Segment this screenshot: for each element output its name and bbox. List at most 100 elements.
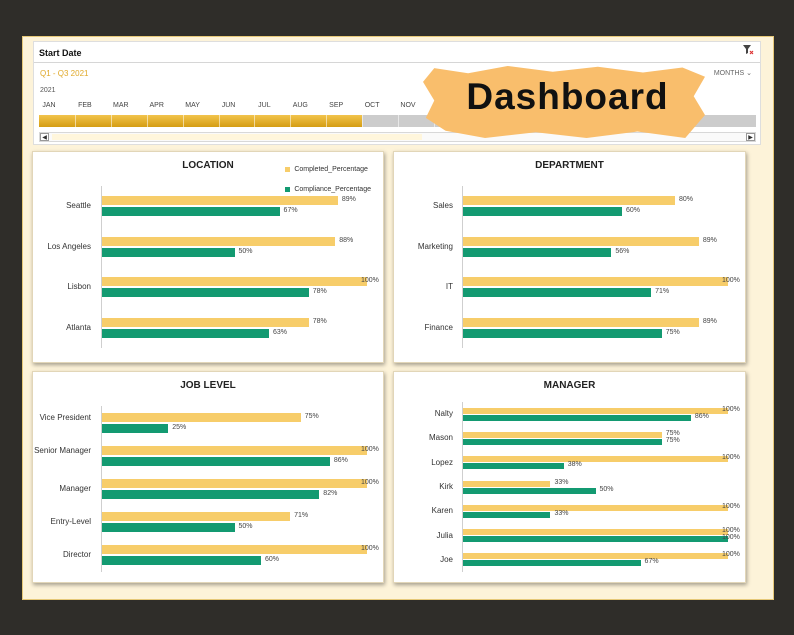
completed-bar[interactable] <box>102 236 336 246</box>
compliance-bar[interactable] <box>463 487 596 494</box>
compliance-bar[interactable] <box>463 536 728 543</box>
timeline-month-sep[interactable]: SEP <box>329 102 344 109</box>
completed-bar[interactable] <box>102 512 291 522</box>
completed-bar[interactable] <box>463 196 675 206</box>
compliance-bar[interactable] <box>102 556 261 566</box>
data-label: 100% <box>722 527 740 535</box>
category-label: Entry-Level <box>50 517 91 527</box>
data-label: 100% <box>361 479 379 486</box>
data-label: 100% <box>361 445 379 453</box>
compliance-bar[interactable] <box>463 560 641 567</box>
dashboard-title: Dashboard <box>466 76 669 117</box>
completed-bar[interactable] <box>102 445 367 455</box>
timeline-month-feb[interactable]: FEB <box>78 102 92 109</box>
compliance-bar[interactable] <box>463 414 691 421</box>
data-label: 100% <box>722 534 740 542</box>
category-label: Finance <box>424 322 453 332</box>
compliance-bar[interactable] <box>102 456 330 466</box>
category-axis <box>101 406 102 572</box>
completed-bar[interactable] <box>463 317 699 327</box>
timeline-month-nov[interactable]: NOV <box>400 102 416 109</box>
timeline-divider <box>34 62 760 63</box>
timeline-title: Start Date <box>39 48 82 58</box>
timeline-month-divider <box>110 115 112 127</box>
category-label: Lopez <box>431 457 453 467</box>
timeline-month-jan[interactable]: JAN <box>42 102 56 109</box>
data-label: 63% <box>272 328 287 336</box>
compliance-bar[interactable] <box>102 207 280 217</box>
data-label: 71% <box>294 512 309 520</box>
compliance-bar[interactable] <box>102 328 269 338</box>
timeline-scrollbar[interactable]: ◀ ▶ <box>39 132 756 142</box>
timeline-month-aug[interactable]: AUG <box>292 102 308 109</box>
timeline-month-jun[interactable]: JUN <box>221 102 236 109</box>
scroll-thumb[interactable] <box>52 134 422 140</box>
completed-bar[interactable] <box>463 504 728 511</box>
category-label: Manager <box>59 484 91 493</box>
data-label: 50% <box>599 485 614 493</box>
chart-legend: Completed_Percentage Compliance_Percenta… <box>285 160 371 200</box>
data-label: 25% <box>172 423 187 431</box>
compliance-bar[interactable] <box>463 207 622 217</box>
data-label: 75% <box>665 328 680 336</box>
completed-bar[interactable] <box>463 407 728 414</box>
compliance-bar[interactable] <box>463 247 612 257</box>
compliance-bar[interactable] <box>102 423 169 433</box>
timeline-selection[interactable] <box>39 115 363 127</box>
compliance-bar[interactable] <box>463 438 662 445</box>
category-axis <box>462 186 463 348</box>
completed-bar[interactable] <box>463 529 728 536</box>
category-label: Joe <box>440 554 453 564</box>
category-axis <box>462 402 463 572</box>
category-label: Director <box>62 550 91 560</box>
data-label: 88% <box>339 236 354 244</box>
data-label: 100% <box>722 277 740 285</box>
completed-bar[interactable] <box>102 479 367 488</box>
compliance-bar[interactable] <box>463 511 551 518</box>
data-label: 86% <box>333 456 348 464</box>
compliance-bar[interactable] <box>102 523 235 533</box>
completed-bar[interactable] <box>463 456 728 463</box>
category-label: Atlanta <box>66 322 91 332</box>
data-label: 100% <box>722 405 740 413</box>
data-label: 67% <box>644 558 659 566</box>
timeline-year-label: 2021 <box>40 87 56 94</box>
compliance-bar[interactable] <box>102 288 309 298</box>
completed-bar[interactable] <box>463 480 551 487</box>
timeline-month-mar[interactable]: MAR <box>113 102 129 109</box>
scroll-right-icon[interactable]: ▶ <box>746 133 755 141</box>
chart-title: JOB LEVEL <box>180 380 236 391</box>
category-label: Lisbon <box>67 282 91 292</box>
timeline-month-oct[interactable]: OCT <box>364 102 380 109</box>
data-label: 100% <box>361 277 379 285</box>
completed-bar[interactable] <box>102 196 338 206</box>
completed-bar[interactable] <box>463 277 728 287</box>
completed-bar[interactable] <box>102 277 367 287</box>
completed-bar[interactable] <box>102 545 367 555</box>
scroll-left-icon[interactable]: ◀ <box>40 133 49 141</box>
data-label: 89% <box>702 236 717 244</box>
completed-bar[interactable] <box>463 553 728 560</box>
category-label: Sales <box>432 201 453 211</box>
chart-title: DEPARTMENT <box>535 160 604 171</box>
compliance-bar[interactable] <box>102 490 320 499</box>
timeline-level-dropdown[interactable]: MONTHS ⌄ <box>713 70 752 77</box>
timeline-month-apr[interactable]: APR <box>149 102 164 109</box>
compliance-bar[interactable] <box>102 247 235 257</box>
timeline-month-divider <box>326 115 328 127</box>
compliance-bar[interactable] <box>463 463 564 470</box>
timeline-month-jul[interactable]: JUL <box>258 102 271 109</box>
data-label: 33% <box>554 478 569 486</box>
timeline-month-divider <box>398 115 399 127</box>
completed-bar[interactable] <box>102 317 309 327</box>
category-label: Los Angeles <box>47 241 91 251</box>
completed-bar[interactable] <box>463 431 662 438</box>
completed-bar[interactable] <box>102 412 301 422</box>
legend-label-compliance: Compliance_Percentage <box>294 186 371 193</box>
category-label: Kirk <box>439 482 453 491</box>
compliance-bar[interactable] <box>463 328 662 338</box>
timeline-month-may[interactable]: MAY <box>185 102 200 109</box>
clear-filter-icon[interactable] <box>743 45 754 58</box>
completed-bar[interactable] <box>463 236 699 246</box>
compliance-bar[interactable] <box>463 288 652 298</box>
